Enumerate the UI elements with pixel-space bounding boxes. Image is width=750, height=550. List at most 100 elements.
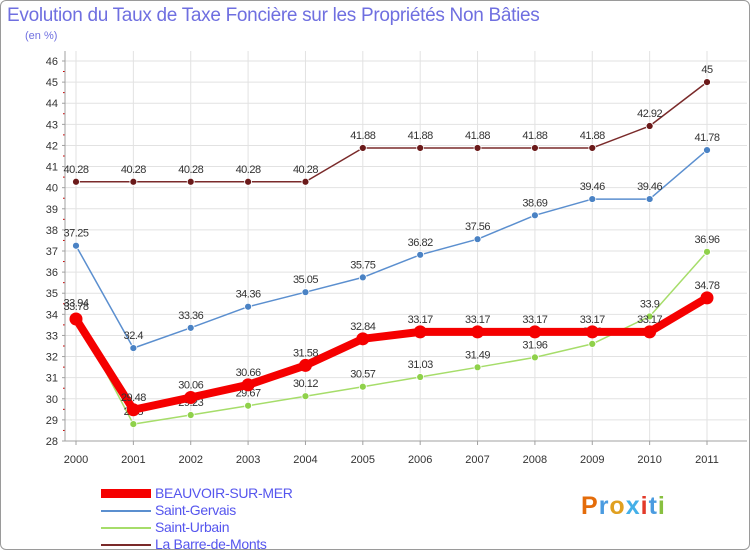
data-point-la-barre-de-monts	[703, 78, 711, 87]
data-label-saint-urbain: 36.96	[694, 234, 719, 246]
data-label-beauvoir-sur-mer: 29.48	[121, 392, 146, 404]
logo-letter: P	[581, 492, 599, 520]
x-tick-label: 2006	[408, 454, 432, 466]
data-label-la-barre-de-monts: 41.88	[522, 130, 547, 142]
data-point-la-barre-de-monts	[531, 144, 539, 152]
x-tick-label: 2005	[351, 454, 375, 466]
unit-label: (en %)	[25, 30, 58, 42]
data-label-beauvoir-sur-mer: 32.84	[350, 321, 375, 333]
data-label-saint-gervais: 35.05	[293, 274, 318, 286]
legend-swatch	[101, 527, 151, 529]
y-tick-label: 46	[46, 56, 58, 68]
data-label-beauvoir-sur-mer: 34.78	[694, 280, 719, 292]
y-tick-label: 36	[46, 267, 58, 279]
logo-letter: t	[648, 492, 658, 520]
data-point-beauvoir-sur-mer	[413, 325, 427, 339]
data-label-saint-gervais: 38.69	[522, 197, 547, 209]
logo-letter: i	[640, 492, 649, 520]
data-label-saint-gervais: 37.25	[63, 228, 88, 240]
data-point-beauvoir-sur-mer	[69, 312, 83, 326]
logo-letter: x	[625, 492, 641, 520]
x-tick-label: 2001	[121, 454, 145, 466]
logo-letter: r	[598, 492, 610, 520]
proxiti-logo: Proxiti	[581, 492, 666, 521]
legend-label: La Barre-de-Monts	[155, 536, 267, 550]
x-tick-label: 2010	[637, 454, 661, 466]
data-label-beauvoir-sur-mer: 33.17	[637, 314, 662, 326]
legend-swatch	[101, 544, 151, 546]
data-label-saint-urbain: 33.9	[640, 298, 660, 310]
data-label-la-barre-de-monts: 40.28	[178, 164, 203, 176]
y-tick-label: 28	[46, 436, 58, 448]
data-point-saint-gervais	[72, 241, 80, 250]
data-label-saint-gervais: 32.4	[124, 330, 144, 342]
y-tick-label: 29	[46, 415, 58, 427]
data-label-beauvoir-sur-mer: 33.17	[580, 314, 605, 326]
data-point-saint-urbain	[645, 312, 654, 321]
y-tick-label: 43	[46, 119, 58, 131]
data-point-saint-gervais	[703, 146, 711, 154]
data-label-la-barre-de-monts: 41.88	[408, 130, 433, 142]
x-tick-label: 2009	[580, 454, 604, 466]
data-point-la-barre-de-monts	[645, 122, 654, 130]
data-point-saint-urbain	[244, 401, 252, 410]
logo-letter: o	[609, 492, 626, 520]
data-point-beauvoir-sur-mer	[471, 325, 485, 339]
data-label-saint-gervais: 33.36	[178, 310, 203, 322]
data-label-la-barre-de-monts: 40.28	[63, 164, 88, 176]
y-tick-label: 40	[46, 183, 58, 195]
data-label-saint-urbain: 30.12	[293, 378, 318, 390]
data-point-beauvoir-sur-mer	[298, 358, 312, 372]
data-point-saint-gervais	[244, 302, 252, 311]
data-label-la-barre-de-monts: 42.92	[637, 108, 662, 120]
data-point-saint-gervais	[531, 211, 539, 220]
x-tick-label: 2003	[236, 454, 260, 466]
data-point-beauvoir-sur-mer	[700, 291, 714, 305]
data-label-la-barre-de-monts: 45	[701, 64, 713, 76]
data-label-saint-gervais: 37.56	[465, 221, 490, 233]
data-point-la-barre-de-monts	[588, 144, 597, 152]
data-point-saint-urbain	[588, 339, 597, 348]
series-line-la-barre-de-monts	[75, 81, 708, 183]
data-point-saint-urbain	[703, 247, 711, 256]
data-point-saint-urbain	[531, 353, 539, 362]
data-point-la-barre-de-monts	[244, 177, 252, 186]
series-line-saint-gervais	[75, 149, 708, 349]
data-label-saint-urbain: 29.67	[236, 388, 261, 400]
data-point-saint-gervais	[358, 273, 367, 282]
data-point-saint-urbain	[301, 392, 310, 401]
data-label-beauvoir-sur-mer: 33.17	[465, 314, 490, 326]
data-point-beauvoir-sur-mer	[184, 391, 198, 405]
data-point-beauvoir-sur-mer	[585, 325, 599, 339]
data-label-beauvoir-sur-mer: 33.17	[408, 314, 433, 326]
series-line-saint-urbain	[75, 251, 708, 425]
data-label-saint-urbain: 31.03	[408, 359, 433, 371]
data-point-saint-gervais	[301, 288, 310, 297]
data-point-la-barre-de-monts	[358, 144, 367, 152]
data-label-saint-gervais: 39.46	[580, 181, 605, 193]
x-tick-label: 2000	[64, 454, 88, 466]
y-tick-label: 32	[46, 352, 58, 364]
data-label-la-barre-de-monts: 40.28	[121, 164, 146, 176]
data-point-saint-urbain	[473, 363, 482, 372]
data-label-saint-gervais: 35.75	[350, 259, 375, 271]
legend-swatch	[101, 489, 151, 498]
y-tick-label: 35	[46, 288, 58, 300]
y-tick-label: 39	[46, 204, 58, 216]
y-tick-label: 30	[46, 394, 58, 406]
y-tick-label: 33	[46, 330, 58, 342]
x-tick-label: 2008	[523, 454, 547, 466]
data-point-saint-gervais	[416, 250, 425, 259]
data-point-la-barre-de-monts	[72, 177, 80, 186]
data-point-saint-gervais	[645, 195, 654, 203]
data-label-saint-gervais: 34.36	[236, 289, 261, 301]
data-point-saint-gervais	[129, 344, 138, 353]
data-label-beauvoir-sur-mer: 31.58	[293, 347, 318, 359]
data-label-saint-urbain: 31.49	[465, 349, 490, 361]
y-tick-label: 45	[46, 77, 58, 89]
data-point-la-barre-de-monts	[129, 177, 138, 186]
y-tick-label: 37	[46, 246, 58, 258]
legend-label: Saint-Urbain	[155, 519, 230, 535]
